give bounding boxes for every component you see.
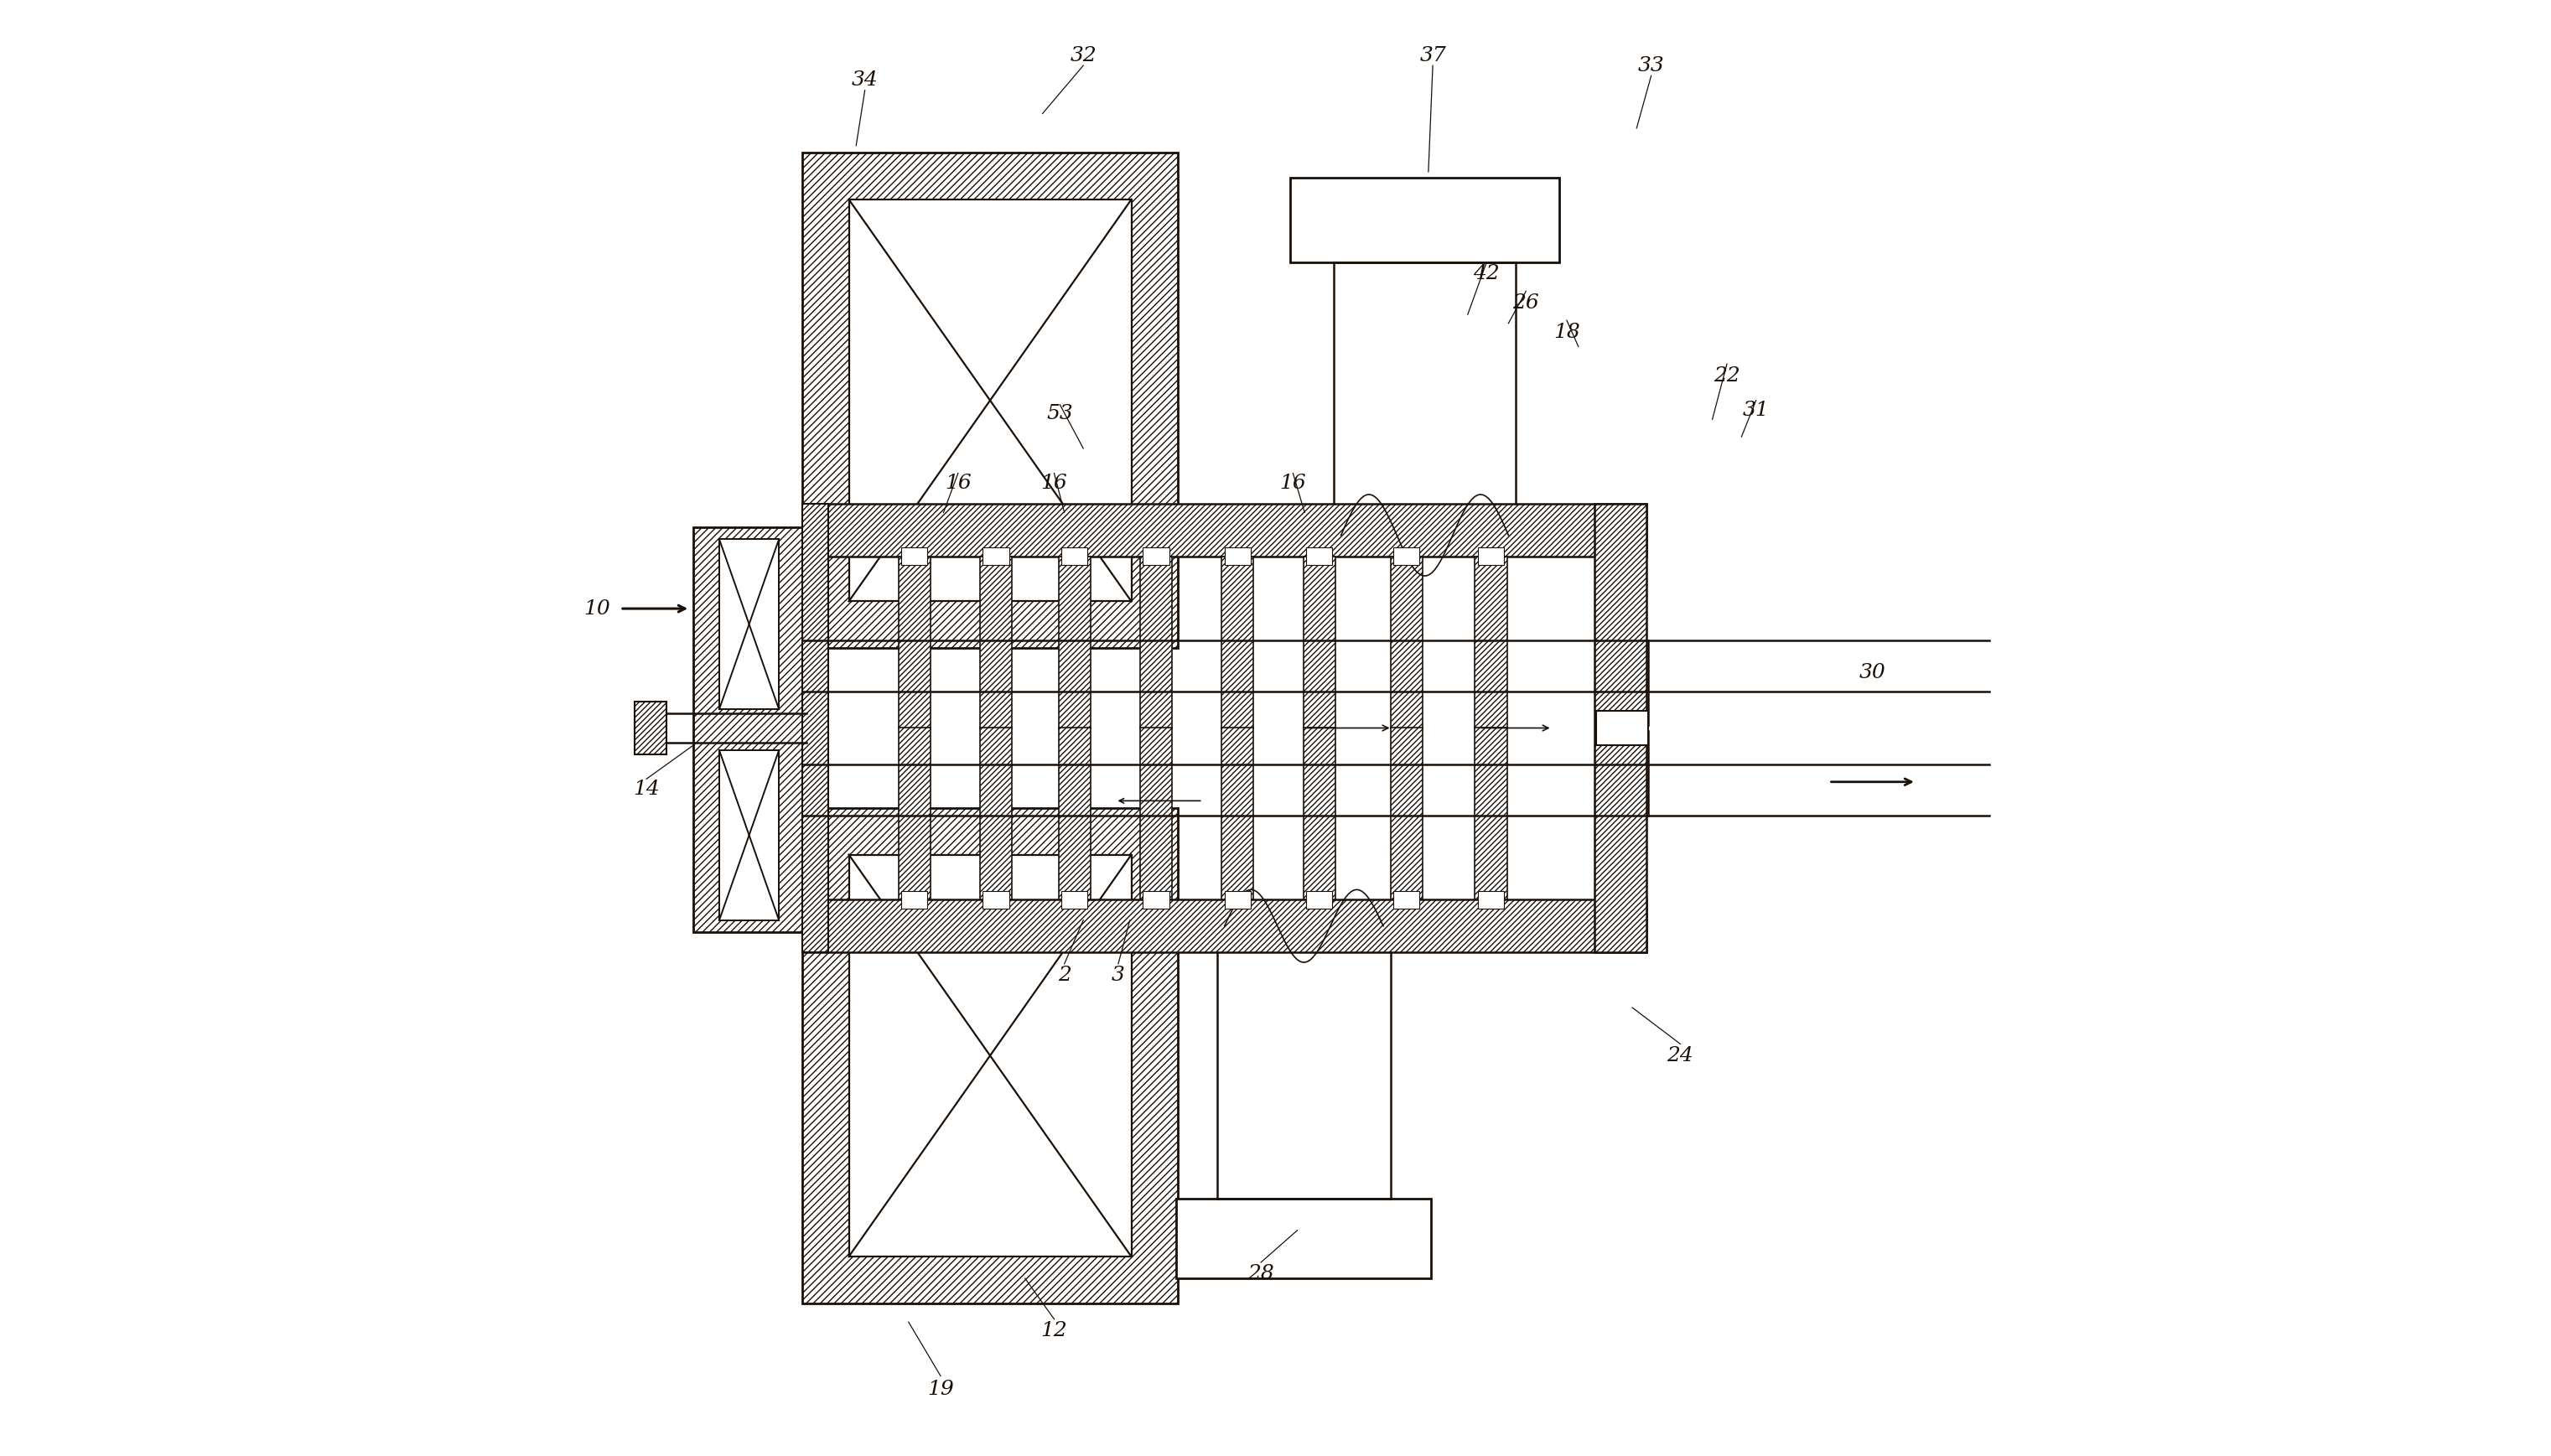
Bar [694, 527, 806, 932]
Text: 19: 19 [926, 1379, 954, 1399]
Bar [719, 539, 778, 709]
Bar [1474, 728, 1508, 900]
Bar [1597, 711, 1648, 745]
Text: 10: 10 [584, 598, 610, 619]
Text: 3: 3 [1112, 965, 1125, 986]
Bar [1304, 728, 1334, 900]
Bar [849, 855, 1130, 1257]
Text: 2: 2 [1059, 965, 1071, 986]
Bar [849, 199, 1130, 601]
Bar [1224, 547, 1250, 565]
Text: 53: 53 [1046, 403, 1074, 424]
Text: 14: 14 [633, 779, 661, 799]
Text: 24: 24 [1666, 1045, 1694, 1066]
Bar [801, 808, 1179, 1303]
Text: 16: 16 [1041, 473, 1066, 494]
Text: 42: 42 [1474, 264, 1500, 284]
Text: 30: 30 [1860, 662, 1885, 683]
Text: 12: 12 [1041, 1321, 1066, 1341]
Bar [982, 891, 1010, 909]
Bar [901, 547, 929, 565]
Text: 26: 26 [1513, 293, 1538, 313]
Text: 37: 37 [1418, 45, 1446, 66]
Bar [898, 728, 931, 900]
Bar [719, 750, 778, 920]
Bar [1594, 504, 1648, 952]
Bar [980, 556, 1013, 728]
Text: 34: 34 [852, 70, 878, 90]
Bar [1224, 891, 1250, 909]
Text: 16: 16 [1281, 473, 1306, 494]
Bar [1393, 891, 1421, 909]
Bar [901, 891, 929, 909]
Bar [982, 547, 1010, 565]
Bar [1140, 728, 1171, 900]
Text: 18: 18 [1554, 322, 1579, 342]
Bar [1143, 547, 1168, 565]
Bar [1061, 547, 1087, 565]
Text: 32: 32 [1069, 45, 1097, 66]
Bar [801, 504, 829, 952]
Bar [1306, 891, 1332, 909]
Bar [1059, 556, 1092, 728]
Bar [1306, 547, 1332, 565]
Bar [1477, 891, 1505, 909]
Bar [980, 728, 1013, 900]
Bar [635, 702, 666, 754]
Bar [801, 504, 1648, 556]
Bar [801, 900, 1648, 952]
Bar [1222, 556, 1253, 728]
Bar [898, 556, 931, 728]
Bar [1222, 728, 1253, 900]
Bar [1140, 556, 1171, 728]
Text: 33: 33 [1638, 55, 1663, 76]
Bar [1393, 547, 1421, 565]
Bar [1390, 728, 1423, 900]
Bar [1477, 547, 1505, 565]
Bar [1291, 178, 1559, 262]
Bar [801, 153, 1179, 648]
Bar [1304, 556, 1334, 728]
Bar [1143, 891, 1168, 909]
Bar [1059, 728, 1092, 900]
Text: 31: 31 [1742, 400, 1770, 421]
Text: 28: 28 [1247, 1264, 1276, 1284]
Bar [1176, 1198, 1431, 1278]
Text: 16: 16 [944, 473, 972, 494]
Text: 22: 22 [1714, 365, 1740, 386]
Bar [1390, 556, 1423, 728]
Bar [1061, 891, 1087, 909]
Bar [1474, 556, 1508, 728]
